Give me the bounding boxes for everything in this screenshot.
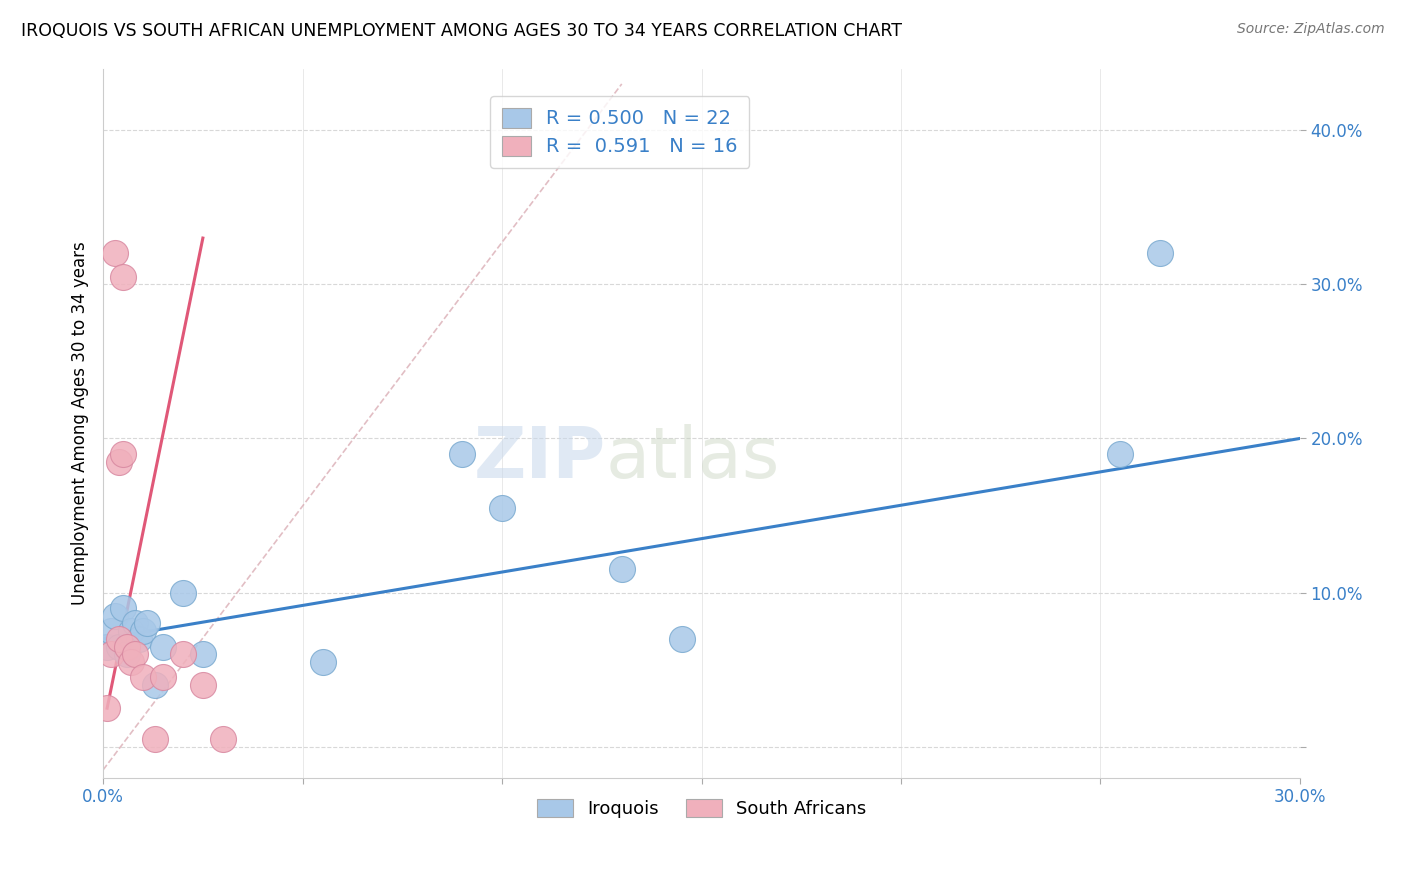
Point (152, 640, 174, 654)
Point (100, 647, 122, 661)
Point (112, 269, 135, 284)
Text: Source: ZipAtlas.com: Source: ZipAtlas.com (1237, 22, 1385, 37)
Point (211, 732, 233, 747)
Point (108, 632, 131, 646)
Point (115, 647, 138, 661)
Point (108, 454, 131, 468)
Point (132, 670, 155, 684)
Point (115, 640, 138, 654)
Point (100, 624, 122, 639)
Text: IROQUOIS VS SOUTH AFRICAN UNEMPLOYMENT AMONG AGES 30 TO 34 YEARS CORRELATION CHA: IROQUOIS VS SOUTH AFRICAN UNEMPLOYMENT A… (21, 22, 903, 40)
Text: atlas: atlas (606, 424, 780, 493)
Point (132, 624, 155, 639)
Legend: Iroquois, South Africans: Iroquois, South Africans (529, 791, 873, 825)
Point (104, 246, 127, 260)
Point (172, 585, 194, 599)
Y-axis label: Unemployment Among Ages 30 to 34 years: Unemployment Among Ages 30 to 34 years (72, 241, 89, 605)
Point (124, 616, 146, 631)
Point (311, 655, 333, 669)
Point (108, 640, 131, 654)
Point (120, 655, 142, 669)
Point (104, 608, 127, 623)
Point (610, 562, 633, 576)
Point (191, 647, 214, 661)
Point (671, 632, 693, 646)
Text: ZIP: ZIP (474, 424, 606, 493)
Point (451, 447, 474, 461)
Point (143, 678, 166, 692)
Point (112, 601, 135, 615)
Point (112, 447, 135, 461)
Point (124, 647, 146, 661)
Point (172, 647, 194, 661)
Point (96, 701, 118, 715)
Point (136, 616, 159, 631)
Point (491, 500, 513, 515)
Point (128, 632, 150, 646)
Point (1109, 447, 1132, 461)
Point (1149, 246, 1171, 260)
Point (191, 678, 214, 692)
Point (96, 640, 118, 654)
Point (143, 732, 166, 747)
Point (152, 670, 174, 684)
Point (120, 624, 142, 639)
